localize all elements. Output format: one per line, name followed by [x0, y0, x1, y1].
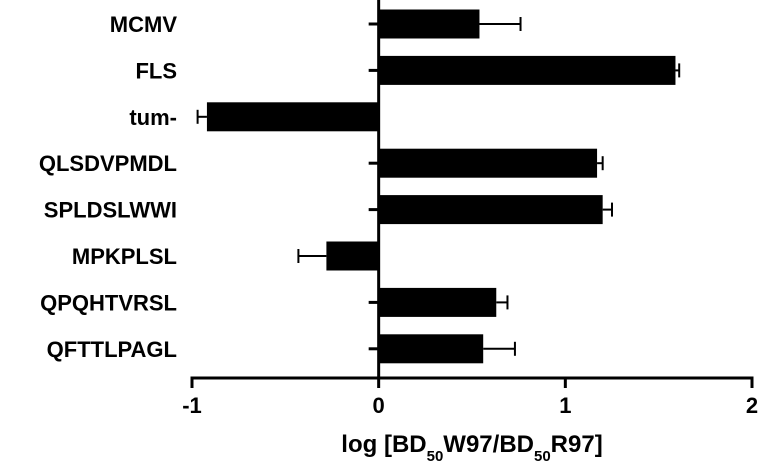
x-tick-label: 2 — [746, 393, 758, 418]
category-label: MCMV — [110, 12, 178, 37]
x-axis-title-middle: W97/BD — [443, 431, 534, 458]
x-axis-title-subscript-1: 50 — [427, 448, 444, 463]
category-label: MPKPLSL — [72, 244, 177, 269]
bar-mcmv — [378, 9, 480, 39]
bar-tum- — [206, 102, 379, 132]
category-label: QPQHTVRSL — [40, 290, 177, 315]
category-labels: MCMV FLS tum- QLSDVPMDL SPLDSLWWI MPKPLSL QPQH… — [39, 12, 177, 362]
tick-labels: -1 0 1 2 — [182, 393, 758, 418]
category-label: QFTTLPAGL — [47, 337, 177, 362]
x-axis-title-suffix: R97] — [551, 431, 603, 458]
x-axis-title-subscript-2: 50 — [534, 448, 551, 463]
bars — [206, 9, 676, 364]
x-axis-title-prefix: log [BD — [341, 431, 426, 458]
bar-qlsdvpmdl — [378, 148, 598, 178]
category-label: SPLDSLWWI — [44, 198, 177, 223]
x-tick-label: 1 — [559, 393, 571, 418]
x-axis-title: log [BD50W97/BD50R97] — [341, 431, 602, 463]
bar-spldslwwi — [378, 195, 603, 225]
x-tick-label: 0 — [373, 393, 385, 418]
x-tick-label: -1 — [182, 393, 202, 418]
category-label: tum- — [129, 105, 177, 130]
bar-qpqhtvrsl — [378, 287, 497, 317]
category-label: FLS — [135, 58, 177, 83]
category-label: QLSDVPMDL — [39, 151, 177, 176]
x-ticks — [190, 378, 754, 388]
error-bars — [196, 17, 681, 356]
bar-fls — [378, 55, 676, 85]
bar-mpkplsl — [326, 241, 379, 271]
bar-qfttlpagl — [378, 334, 484, 364]
